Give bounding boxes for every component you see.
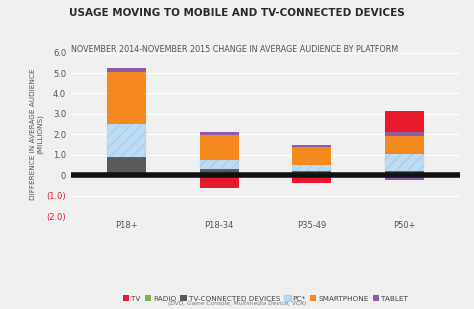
Bar	[200, 135, 238, 160]
Bar	[385, 171, 424, 173]
Bar	[385, 173, 424, 176]
Y-axis label: DIFFERENCE IN AVERAGE AUDIENCE
(MILLIONS): DIFFERENCE IN AVERAGE AUDIENCE (MILLIONS…	[30, 69, 44, 200]
Bar	[385, 132, 424, 136]
Bar	[292, 165, 331, 171]
Bar	[107, 124, 146, 157]
Bar	[107, 173, 146, 176]
Bar	[292, 147, 331, 165]
Bar	[200, 160, 238, 169]
Bar	[107, 157, 146, 173]
Text: NOVEMBER 2014-NOVEMBER 2015 CHANGE IN AVERAGE AUDIENCE BY PLATFORM: NOVEMBER 2014-NOVEMBER 2015 CHANGE IN AV…	[71, 45, 398, 54]
Bar	[292, 145, 331, 147]
Legend: TV, RADIO, TV-CONNECTED DEVICES, PC*, SMARTPHONE, TABLET: TV, RADIO, TV-CONNECTED DEVICES, PC*, SM…	[120, 292, 411, 304]
Bar	[385, 154, 424, 171]
Bar	[385, 176, 424, 180]
Bar	[200, 169, 238, 176]
Bar	[200, 132, 238, 135]
Bar	[385, 111, 424, 132]
Bar	[385, 136, 424, 154]
Text: USAGE MOVING TO MOBILE AND TV-CONNECTED DEVICES: USAGE MOVING TO MOBILE AND TV-CONNECTED …	[69, 8, 405, 18]
Bar	[292, 176, 331, 183]
Text: (DVD, Game Console, Multimedia Device, VCR): (DVD, Game Console, Multimedia Device, V…	[168, 301, 306, 306]
Bar	[292, 171, 331, 176]
Bar	[107, 72, 146, 124]
Bar	[200, 176, 238, 188]
Bar	[107, 68, 146, 72]
